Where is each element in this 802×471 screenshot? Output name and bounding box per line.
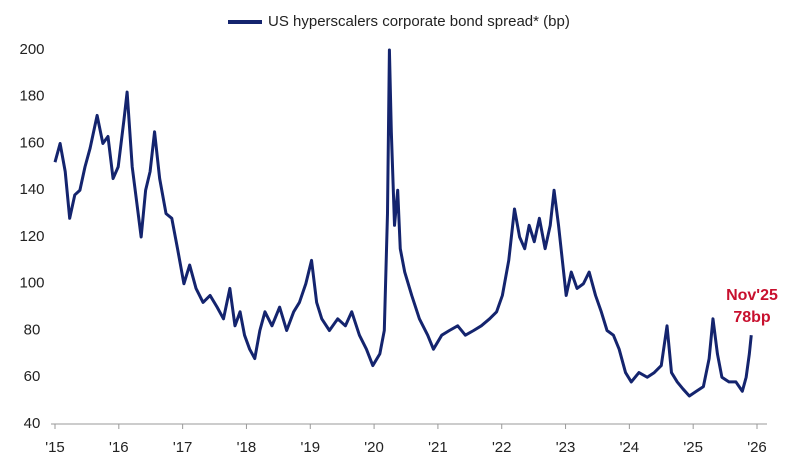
y-tick-label: 180 (19, 88, 44, 105)
x-tick-label: '25 (683, 439, 703, 456)
legend-label: US hyperscalers corporate bond spread* (… (268, 13, 570, 30)
x-tick-label: '16 (109, 439, 129, 456)
x-tick-label: '26 (747, 439, 767, 456)
y-tick-label: 140 (19, 181, 44, 198)
x-tick-label: '18 (237, 439, 257, 456)
x-tick-label: '24 (620, 439, 640, 456)
y-tick-label: 80 (24, 321, 41, 338)
y-tick-label: 160 (19, 134, 44, 151)
y-tick-label: 60 (24, 368, 41, 385)
y-tick-label: 100 (19, 275, 44, 292)
series-line (53, 48, 753, 398)
x-tick-label: '19 (300, 439, 320, 456)
x-tick-label: '23 (556, 439, 576, 456)
x-tick-label: '21 (428, 439, 448, 456)
x-tick-label: '15 (45, 439, 65, 456)
y-tick-label: 40 (24, 415, 41, 432)
x-tick-label: '22 (492, 439, 512, 456)
y-tick-label: 120 (19, 228, 44, 245)
x-tick-label: '17 (173, 439, 193, 456)
annotation: 78bp (733, 309, 771, 326)
y-tick-label: 200 (19, 41, 44, 58)
annotation: Nov'25 (726, 287, 778, 304)
x-tick-label: '20 (364, 439, 384, 456)
